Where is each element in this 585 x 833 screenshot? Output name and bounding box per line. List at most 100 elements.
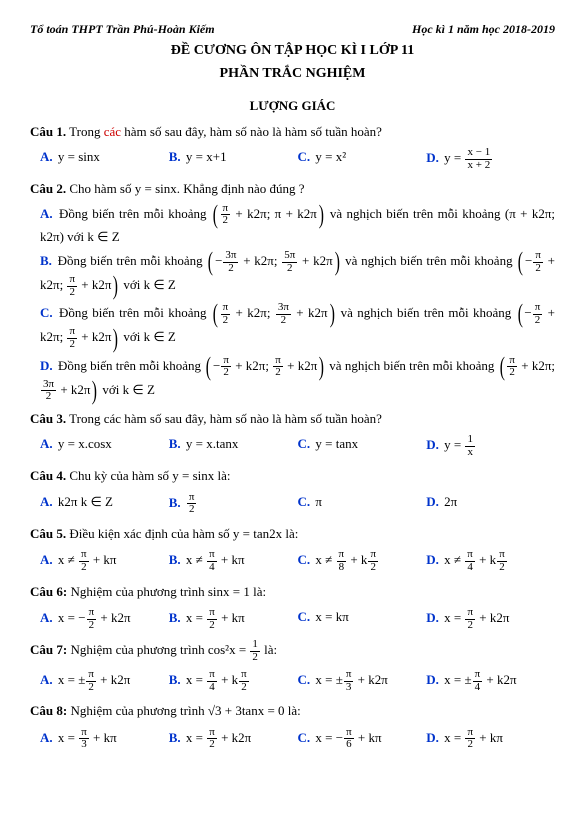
q4-label: Câu 4. [30,468,66,483]
fraction: 3π2 [223,250,238,274]
sign: − [78,610,85,625]
ans-label: C. [40,305,53,320]
q5-c: C. x ≠ π8 + kπ2 [298,547,427,575]
q5-d: D. x ≠ π4 + kπ2 [426,547,555,575]
text: + k2π; π + k2π [231,206,317,221]
fraction: π2 [79,549,89,573]
fraction: π2 [533,250,543,274]
q5-answers: A. x ≠ π2 + kπ B. x ≠ π4 + kπ C. x ≠ π8 … [40,547,555,575]
q4-text: Chu kỳ của hàm số y = sinx là: [69,468,230,483]
q7-post: là: [261,642,277,657]
q3-text: Trong các hàm số sau đây, hàm số nào là … [69,411,382,426]
fraction: π4 [207,549,217,573]
text: + kπ [90,552,117,567]
fraction: π2 [221,355,231,379]
fraction: 1x [465,434,475,458]
fraction: π6 [344,727,354,751]
header-left: Tổ toán THPT Trần Phú-Hoàn Kiếm [30,20,215,38]
q6-answers: A. x = −π2 + k2π B. x = π2 + kπ C. x = k… [40,605,555,633]
ans-label: C. [298,609,311,624]
fraction: π2 [368,549,378,573]
q1-text-post: hàm số sau đây, hàm số nào là hàm số tuầ… [121,124,382,139]
ans-label: B. [40,253,52,268]
q4-c: C. π [298,490,427,518]
fraction: π4 [473,669,483,693]
question-6: Câu 6: Nghiệm của phương trình sinx = 1 … [30,582,555,602]
ans-text: k2π k ∈ Z [58,494,113,509]
q4-answers: A. k2π k ∈ Z B. π2 C. π D. 2π [40,490,555,518]
ans-label: A. [40,730,53,745]
q3-b: B. y = x.tanx [169,432,298,460]
q4-b: B. π2 [169,490,298,518]
text: + kπ [476,730,503,745]
q5-label: Câu 5. [30,526,66,541]
text: + k2π [476,610,509,625]
q7-label: Câu 7: [30,642,67,657]
fraction: π2 [507,355,517,379]
text: với k ∈ Z [123,330,176,345]
ans-label: D. [426,494,439,509]
ans-label: C. [298,436,311,451]
ans-label: B. [169,672,181,687]
q7-c: C. x = ±π3 + k2π [298,667,427,695]
ans-label: B. [169,495,181,510]
text: + kπ [218,552,245,567]
q7-d: D. x = ±π4 + k2π [426,667,555,695]
ans-text-pre: y = [444,150,464,165]
q8-label: Câu 8: [30,703,67,718]
ans-label: A. [40,436,53,451]
q2-option-b: B. Đồng biến trên mỗi khoảng (−3π2 + k2π… [40,250,555,298]
ans-text: y = x+1 [186,149,227,164]
ans-text: 2π [444,494,457,509]
q7-pre: Nghiệm của phương trình cos²x = [70,642,249,657]
fraction: π2 [86,669,96,693]
text: + k2π [218,730,251,745]
q3-answers: A. y = x.cosx B. y = x.tanx C. y = tanx … [40,432,555,460]
text: + k2π [97,672,130,687]
q6-label: Câu 6: [30,584,67,599]
fraction: π3 [344,669,354,693]
ans-text: x = kπ [315,609,348,624]
fraction: π4 [465,549,475,573]
fraction: π2 [221,203,231,227]
ans-label: A. [40,552,53,567]
ans-text: π [315,494,322,509]
text: và nghịch biến trên mỗi khoảng [329,358,497,373]
fraction: 3π2 [41,379,56,403]
question-3: Câu 3. Trong các hàm số sau đây, hàm số … [30,409,555,429]
ans-label: D. [40,358,53,373]
ans-text: y = x.cosx [58,436,112,451]
q6-d: D. x = π2 + k2π [426,605,555,633]
fraction: π8 [337,549,347,573]
text: Đồng biến trên mỗi khoảng [58,358,204,373]
text: và nghịch biến trên mỗi khoảng [341,305,516,320]
q7-b: B. x = π4 + kπ2 [169,667,298,695]
q3-d: D. y = 1x [426,432,555,460]
ans-label: A. [40,610,53,625]
ans-label: B. [169,610,181,625]
ans-label: D. [426,552,439,567]
fraction: π2 [533,302,543,326]
q3-a: A. y = x.cosx [40,432,169,460]
q6-a: A. x = −π2 + k2π [40,605,169,633]
q8-b: B. x = π2 + k2π [169,725,298,753]
fraction: π2 [497,549,507,573]
ans-label: A. [40,206,53,221]
fraction: π2 [221,302,231,326]
text: với k ∈ Z [123,277,176,292]
text: với k ∈ Z [102,382,155,397]
ans-label: B. [169,436,181,451]
text: + k2π [97,610,130,625]
fraction: π2 [239,669,249,693]
ans-label: D. [426,437,439,452]
ans-label: D. [426,150,439,165]
fraction: π2 [465,727,475,751]
fraction: x − 1x + 2 [465,147,492,171]
title-1: ĐỀ CƯƠNG ÔN TẬP HỌC KÌ I LỚP 11 [30,40,555,61]
fraction: 5π2 [282,250,297,274]
q7-a: A. x = ±π2 + k2π [40,667,169,695]
q6-c: C. x = kπ [298,605,427,633]
text: + kπ [355,730,382,745]
fraction: π2 [273,355,283,379]
fraction: π2 [207,727,217,751]
